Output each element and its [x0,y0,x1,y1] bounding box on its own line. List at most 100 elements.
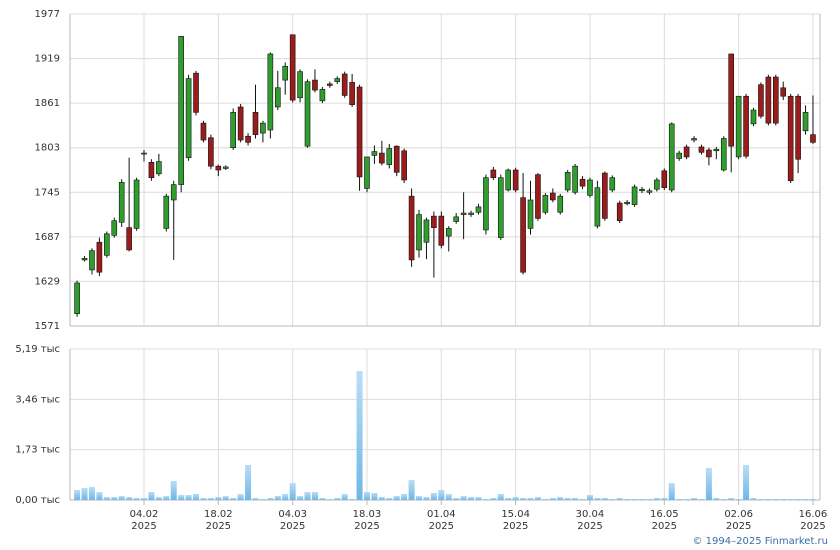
volume-bar [349,499,356,500]
candle-body [356,86,363,178]
x-tick-label-line: 04.03 [278,509,307,520]
volume-bar [534,497,541,500]
volume-bar [564,497,571,500]
volume-bar [304,491,311,500]
candle-body [274,87,281,108]
candle-body [497,177,504,238]
candle-body [156,161,162,175]
candle-body [89,250,95,271]
volume-bar [631,499,638,500]
volume-bar [311,491,318,500]
volume-bar [497,494,504,500]
candle-body [646,190,653,193]
x-tick-label-line: 2025 [577,521,602,532]
volume-bar [178,494,185,500]
candle-body [379,152,385,164]
candle-body [483,177,489,231]
candle-body [720,138,727,171]
candle-body [438,215,445,246]
candle-body [260,122,266,134]
candle-body [193,72,199,113]
candle-body [74,282,80,315]
candle-body [765,76,772,124]
volume-bar [155,497,162,500]
volume-bar [527,497,534,500]
volume-bar [118,496,125,500]
candle-body [230,112,236,149]
x-tick-label-line: 16.06 [799,509,828,520]
volume-bar [88,486,95,500]
volume-bar [371,492,378,500]
volume-bar [445,494,452,500]
y-tick-label: 1861 [35,98,60,109]
y-tick-label: 1919 [35,54,60,65]
candle-body [118,181,125,223]
volume-bar [319,497,326,500]
volume-bar [772,499,779,500]
candle-body [661,170,668,188]
y-tick-label: 1977 [35,9,60,20]
volume-bar [252,497,259,500]
candle-body [780,87,787,97]
volume-bar [126,497,133,500]
footer: © 1994–2025 Finmarket.ru [692,536,828,547]
candle-body [542,195,549,213]
candle-body [706,149,712,158]
volume-bar [594,497,601,500]
x-tick-label-line: 2025 [131,521,156,532]
volume-bar [787,499,794,500]
candle-body [475,206,482,213]
candle-body [550,192,556,201]
candle-body [750,109,757,125]
volume-bar [698,499,705,500]
candle-body [654,179,660,190]
candle-body [282,65,289,81]
candle-body [364,156,370,189]
volume-bar [334,497,341,500]
candle-body [460,212,467,215]
x-tick-label-line: 2025 [652,521,677,532]
x-tick-label-line: 2025 [354,521,379,532]
candle-body [408,195,415,261]
volume-bar [297,496,304,500]
candle-body [602,172,608,219]
candle-body [810,134,816,143]
volume-bar [624,499,631,500]
candle-body [698,146,705,153]
volume-bar [520,497,527,500]
candle-body [401,150,407,181]
x-tick-label-line: 16.05 [650,509,679,520]
volume-bar [416,496,423,500]
volume-bar [713,497,720,500]
x-tick-label-line: 2025 [429,521,454,532]
candle-body [141,152,147,155]
candle-body [297,71,303,99]
candle-body [304,81,311,147]
candle-body [222,166,229,169]
x-tick-label-line: 18.02 [204,509,233,520]
volume-bar [728,497,735,500]
volume-bar [572,497,579,500]
volume-bar [542,499,549,500]
candle-body [349,82,355,105]
candle-body [215,165,222,171]
candle-body [163,195,170,229]
x-tick-label-line: 01.04 [427,509,456,520]
candle-body [423,219,430,243]
volume-bar [795,499,802,500]
candle-body [468,212,474,215]
candle-body [713,148,720,152]
x-tick-label-line: 15.04 [501,509,530,520]
y-tick-label: 1745 [35,187,60,198]
candle-body [535,174,541,219]
x-tick-label: 04.02 2025 [130,509,159,532]
volume-bar [490,497,497,500]
volume-bar [103,497,110,500]
volume-bar [200,497,207,500]
volume-bar [743,464,750,500]
volume-bar [163,496,170,500]
volume-bar [289,483,296,500]
y-tick-label: 3,46 тыс [15,394,60,405]
volume-bar [609,499,616,500]
